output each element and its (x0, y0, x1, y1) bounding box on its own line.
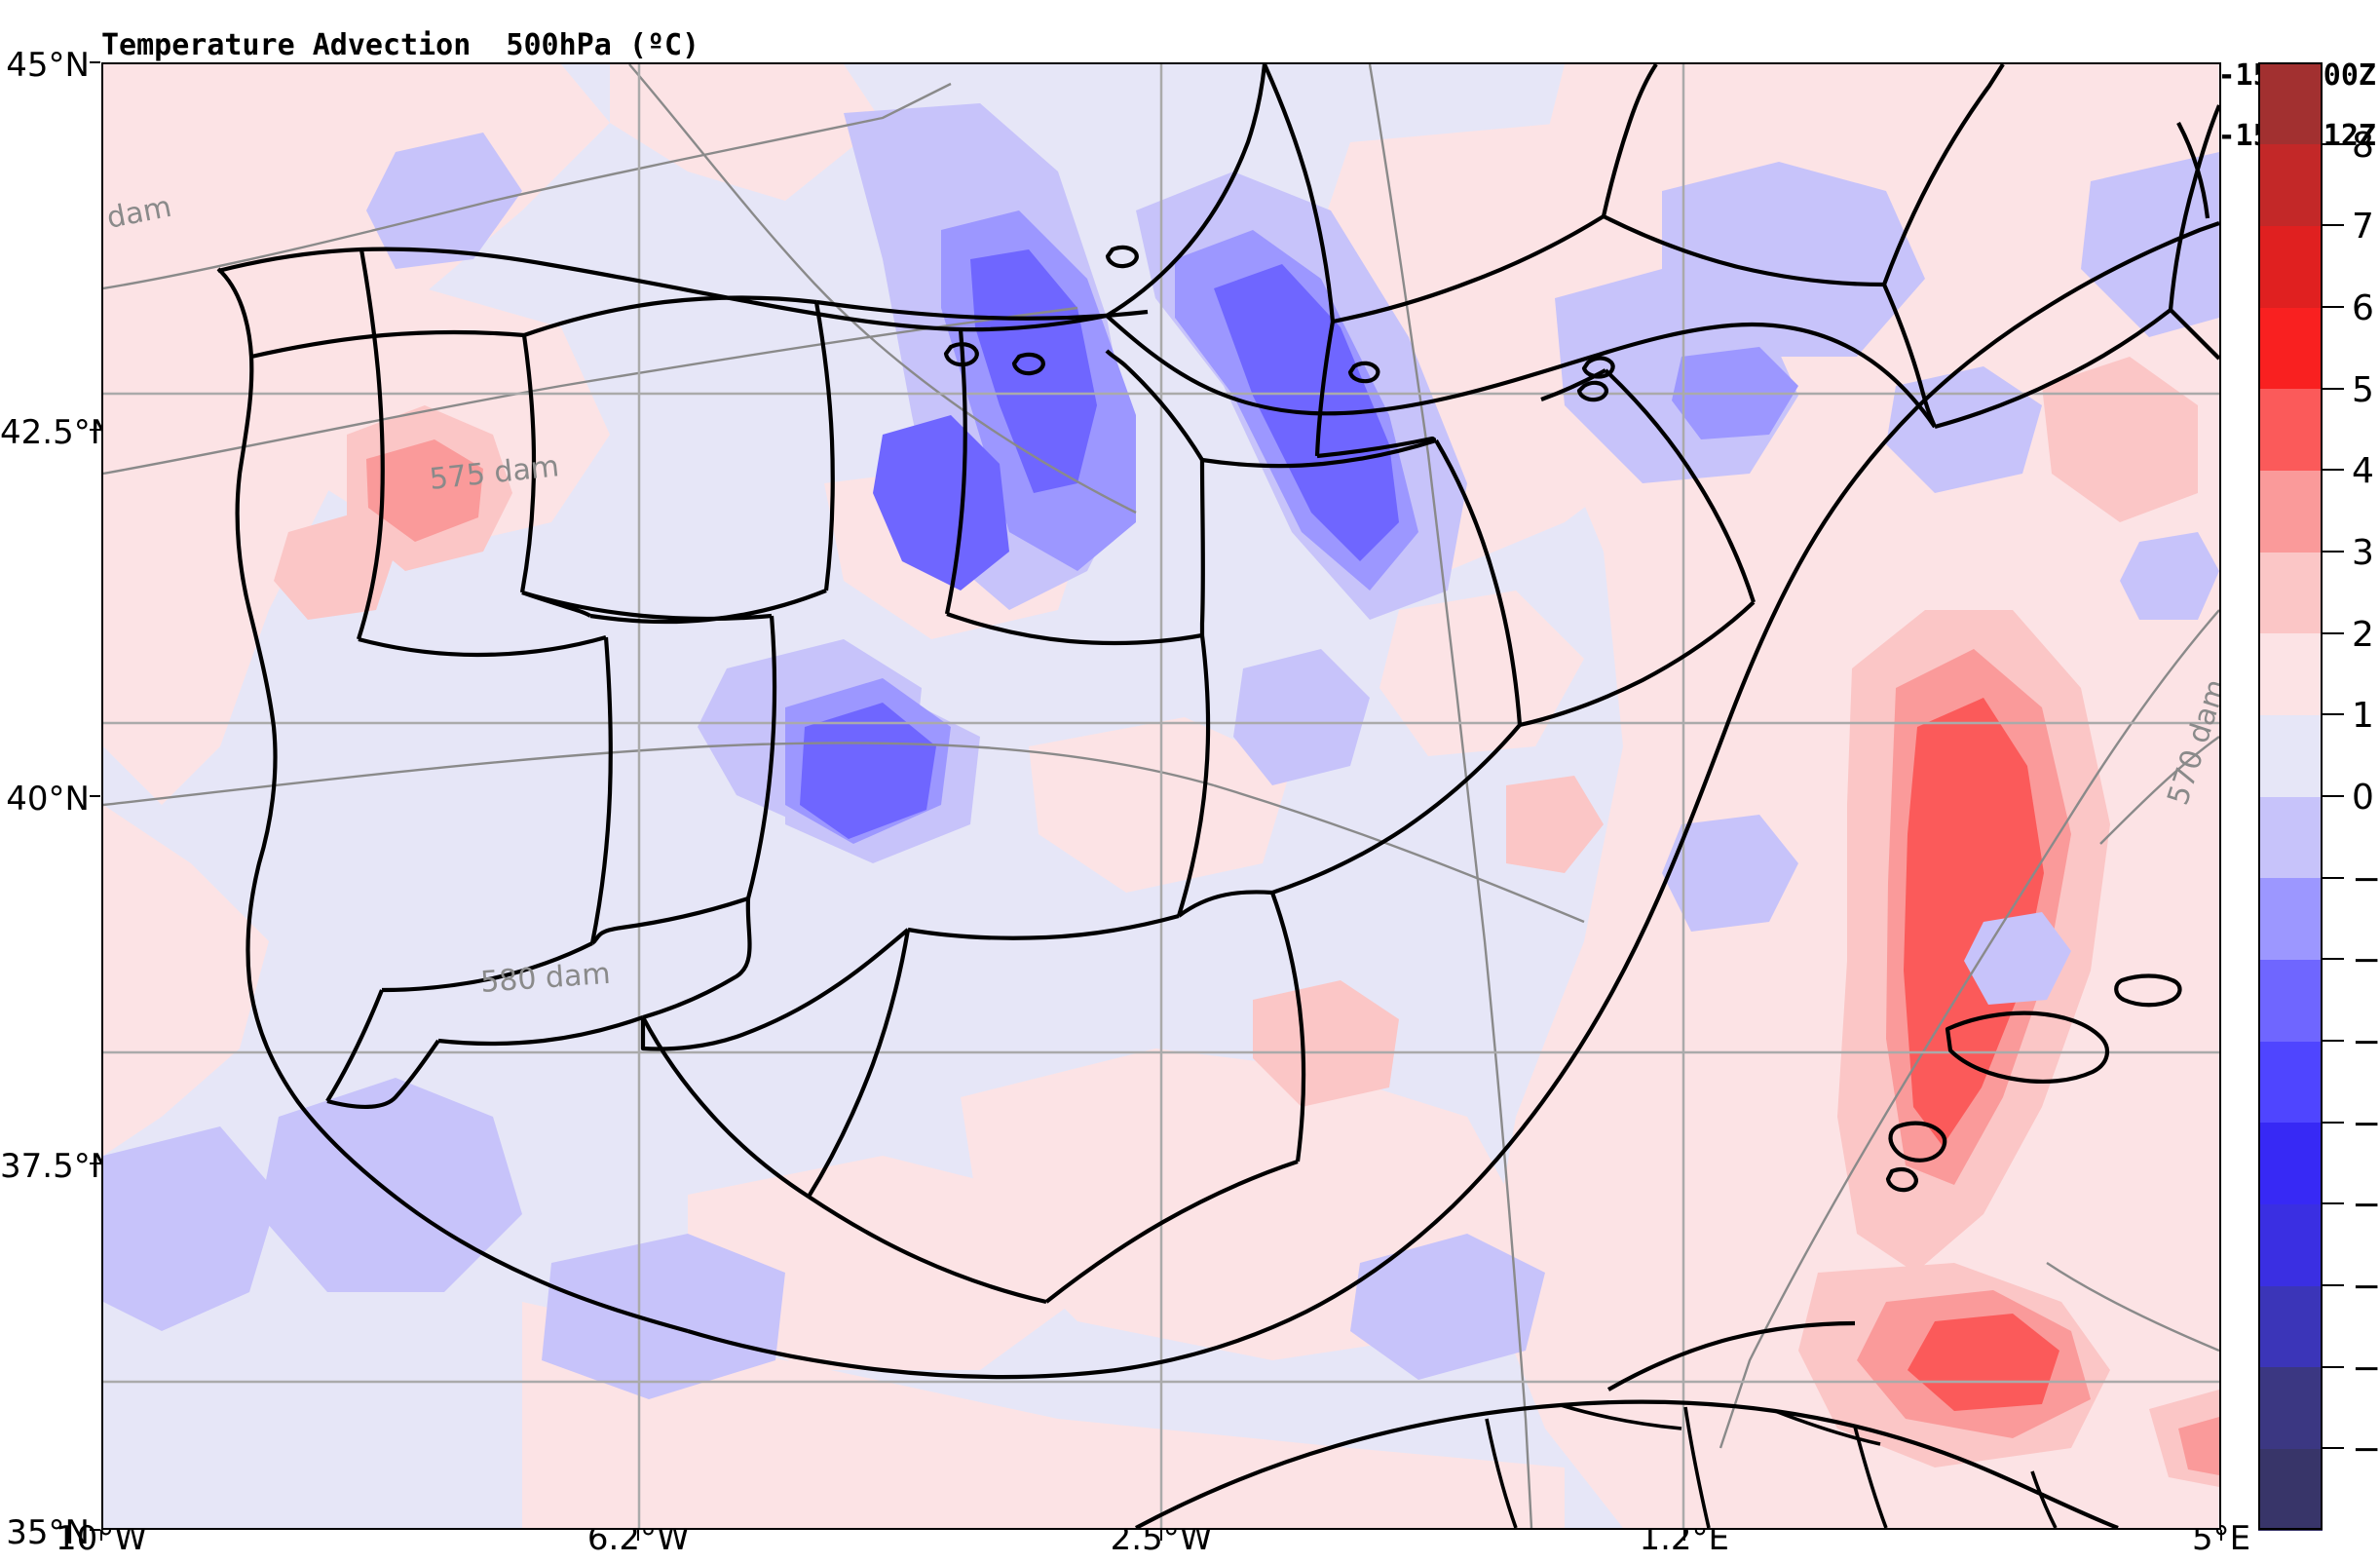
colorbar-segment (2258, 62, 2323, 145)
colorbar-tick (2323, 795, 2344, 797)
coastlines-and-borders (216, 64, 2219, 1528)
colorbar-tick-label: −5 (2352, 1185, 2380, 1226)
ytick-mark (90, 795, 100, 797)
advection-field: 575 dam 580 dam 570 dam dam (103, 64, 2219, 1528)
ytick-label: 40°N (6, 780, 90, 819)
xtick-mark (100, 1530, 102, 1541)
colorbar-tick-label: 5 (2352, 369, 2374, 410)
colorbar-segment (2258, 1203, 2323, 1286)
header-line-2: ARPEGE 0.1º +12 hours Forecast: Wednesda… (0, 30, 2380, 151)
colorbar-segment (2258, 796, 2323, 879)
colorbar-segment (2258, 1122, 2323, 1204)
colorbar-tick (2323, 631, 2344, 634)
ytick-mark (90, 1529, 100, 1531)
xtick-mark (1682, 1530, 1685, 1541)
colorbar[interactable]: 8 7 6 5 4 3 2 1 0 −1 −2 −3 −4 −5 −6 −7 −8 (2258, 62, 2380, 1531)
colorbar-tick-label: 7 (2352, 207, 2374, 248)
ytick-mark (90, 61, 100, 63)
colorbar-tick-label: −4 (2352, 1103, 2380, 1144)
figure-header: Temperature Advection 500hPa (ºC) Run 20… (0, 0, 2380, 151)
ytick-label: 37.5°N (0, 1146, 116, 1186)
colorbar-tick (2323, 1121, 2344, 1124)
colorbar-tick (2323, 142, 2344, 145)
colorbar-tick (2323, 1284, 2344, 1286)
xtick-mark (1160, 1530, 1162, 1541)
colorbar-tick-label: 0 (2352, 778, 2374, 818)
colorbar-tick-label: 8 (2352, 125, 2374, 166)
colorbar-segment (2258, 470, 2323, 553)
colorbar-segment (2258, 225, 2323, 308)
chart-title: Temperature Advection 500hPa (ºC) (101, 28, 700, 62)
colorbar-segment (2258, 714, 2323, 797)
gridlines (103, 64, 2219, 1528)
geopotential-contours (103, 64, 2219, 1528)
colorbar-tick (2323, 387, 2344, 390)
colorbar-segment (2258, 1448, 2323, 1531)
warm-advection-intense (1904, 698, 2059, 1411)
colorbar-tick (2323, 469, 2344, 472)
colorbar-segment (2258, 877, 2323, 960)
colorbar-tick (2323, 551, 2344, 553)
map-canvas: 575 dam 580 dam 570 dam dam (103, 64, 2219, 1528)
colorbar-tick (2323, 1447, 2344, 1450)
colorbar-tick-label: −6 (2352, 1267, 2380, 1307)
ytick-label: 35°N (6, 1513, 90, 1552)
colorbar-segment (2258, 307, 2323, 390)
colorbar-segment (2258, 388, 2323, 471)
colorbar-tick (2323, 224, 2344, 227)
ytick-label: 42.5°N (0, 412, 116, 452)
colorbar-tick (2323, 1040, 2344, 1042)
map-plot-area[interactable]: 575 dam 580 dam 570 dam dam (101, 62, 2221, 1530)
colorbar-tick-label: −2 (2352, 940, 2380, 981)
colorbar-tick-label: −7 (2352, 1348, 2380, 1389)
colorbar-tick (2323, 1365, 2344, 1368)
colorbar-tick (2323, 1202, 2344, 1205)
colorbar-tick (2323, 876, 2344, 879)
colorbar-segment (2258, 1366, 2323, 1449)
colorbar-segment (2258, 632, 2323, 715)
colorbar-tick-label: 6 (2352, 288, 2374, 328)
ytick-label: 45°N (6, 46, 90, 85)
africa-borders (1485, 1403, 2058, 1528)
colorbar-tick-label: −1 (2352, 858, 2380, 899)
xtick-mark (637, 1530, 640, 1541)
colorbar-tick-label: 3 (2352, 533, 2374, 573)
colorbar-tick-label: −3 (2352, 1022, 2380, 1062)
colorbar-tick-label: 4 (2352, 451, 2374, 492)
colorbar-tick (2323, 958, 2344, 961)
colorbar-segment (2258, 143, 2323, 226)
colorbar-segment (2258, 959, 2323, 1042)
colorbar-tick-label: 2 (2352, 614, 2374, 655)
colorbar-tick-label: −8 (2352, 1430, 2380, 1470)
colorbar-tick (2323, 306, 2344, 308)
header-line-1: Temperature Advection 500hPa (ºC) Run 20… (0, 0, 2380, 91)
ytick-mark (90, 428, 100, 431)
colorbar-tick (2323, 713, 2344, 716)
xtick-mark (2220, 1530, 2222, 1541)
colorbar-segment (2258, 1285, 2323, 1368)
colorbar-segment (2258, 552, 2323, 634)
ytick-mark (90, 1162, 100, 1164)
colorbar-segment (2258, 1041, 2323, 1124)
colorbar-tick-label: 1 (2352, 696, 2374, 737)
